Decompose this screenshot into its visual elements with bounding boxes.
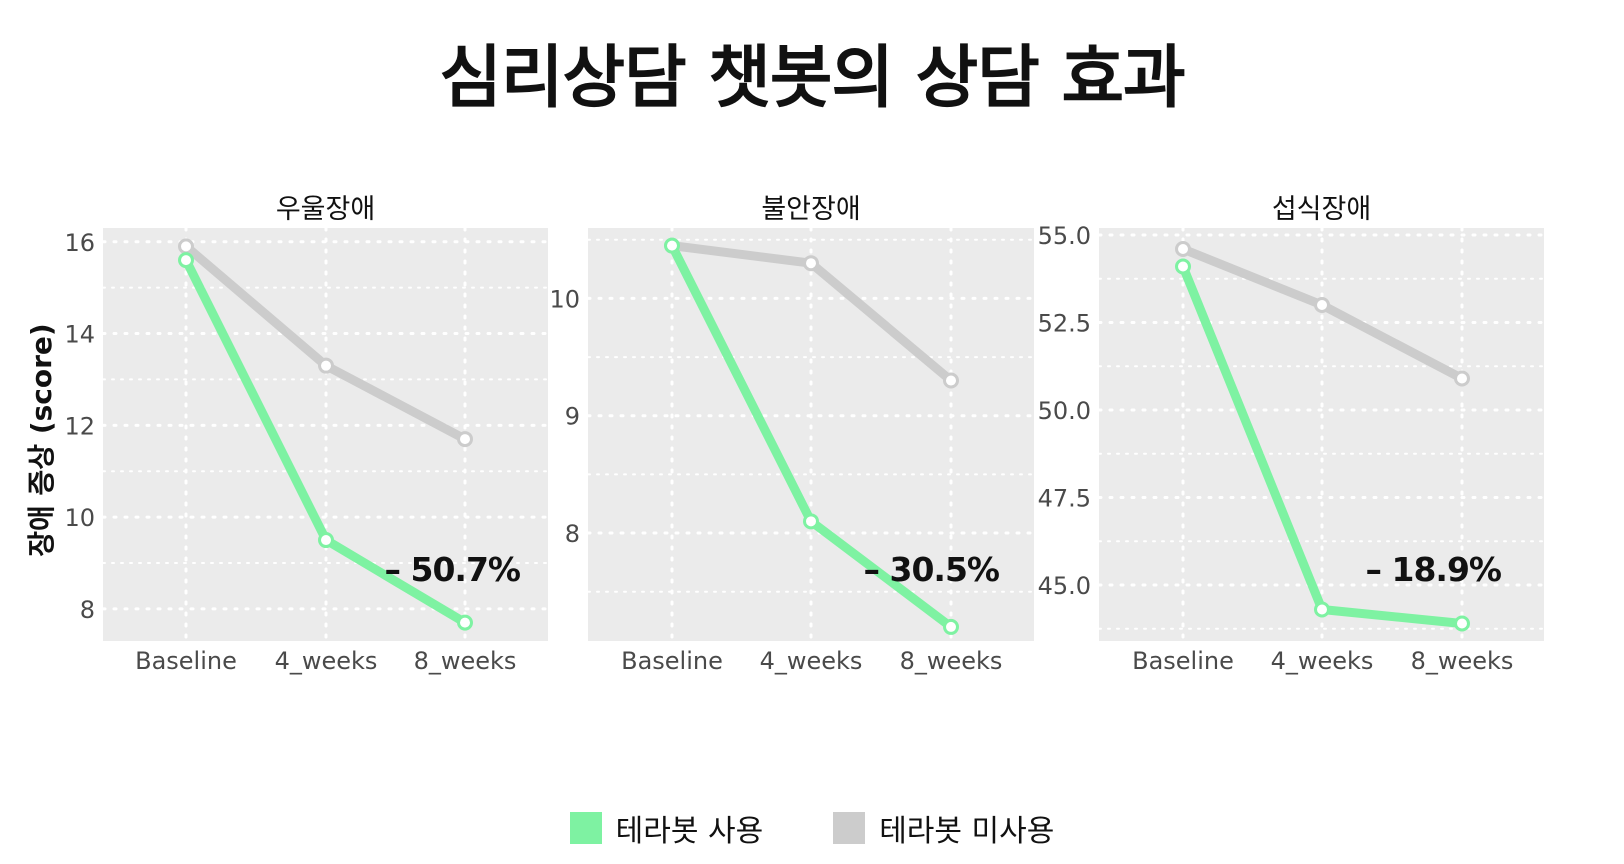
data-point [457, 431, 473, 448]
y-tick-label: 47.5 [1038, 485, 1091, 513]
x-tick-label: Baseline [1132, 647, 1234, 675]
legend: 테라봇 사용 테라봇 미사용 [0, 806, 1624, 850]
panel-title: 우울장애 [276, 194, 375, 225]
data-point [1454, 370, 1470, 387]
legend-item-with-bot: 테라봇 사용 [569, 806, 764, 850]
y-tick-label: 12 [64, 412, 95, 440]
y-tick-label: 8 [80, 596, 95, 624]
y-tick-label: 52.5 [1038, 310, 1091, 338]
change-annotation: – 30.5% [864, 550, 1000, 589]
x-tick-label: 8_weeks [900, 647, 1003, 675]
change-annotation: – 18.9% [1366, 550, 1502, 589]
y-tick-label: 45.0 [1038, 572, 1091, 600]
chart-title: 심리상담 챗봇의 상담 효과 [439, 39, 1185, 118]
data-point [1175, 258, 1191, 275]
data-point [178, 238, 194, 255]
y-tick-label: 10 [549, 285, 580, 313]
panel-title: 불안장애 [761, 194, 860, 225]
x-tick-label: 4_weeks [760, 647, 863, 675]
legend-item-without-bot: 테라봇 미사용 [833, 806, 1054, 850]
x-tick-label: 4_weeks [1271, 647, 1374, 675]
data-point [1314, 601, 1330, 618]
legend-label-with-bot: 테라봇 사용 [615, 814, 764, 849]
panel-title: 섭식장애 [1272, 194, 1371, 225]
y-tick-label: 9 [565, 403, 580, 431]
y-tick-label: 16 [64, 229, 95, 257]
x-tick-label: Baseline [621, 647, 723, 675]
data-point [1314, 297, 1330, 313]
data-point [803, 513, 819, 530]
data-point [457, 614, 473, 631]
change-annotation: – 50.7% [385, 550, 521, 589]
data-point [943, 372, 959, 389]
x-tick-label: 8_weeks [414, 647, 517, 675]
legend-label-without-bot: 테라봇 미사용 [879, 814, 1055, 849]
y-tick-label: 8 [565, 520, 580, 548]
y-tick-label: 10 [64, 504, 95, 532]
data-point [943, 618, 959, 635]
x-tick-label: Baseline [135, 647, 237, 675]
legend-swatch-without-bot [833, 812, 866, 844]
data-point [318, 532, 334, 549]
x-tick-label: 8_weeks [1411, 647, 1514, 675]
y-tick-label: 14 [64, 321, 95, 349]
y-tick-label: 55.0 [1038, 222, 1091, 250]
data-point [318, 357, 334, 374]
data-point [664, 237, 680, 254]
data-point [1175, 241, 1191, 257]
legend-swatch-with-bot [569, 812, 602, 844]
data-point [1454, 615, 1470, 632]
y-tick-label: 50.0 [1038, 397, 1091, 425]
data-point [803, 255, 819, 272]
x-tick-label: 4_weeks [275, 647, 378, 675]
data-point [178, 252, 194, 269]
